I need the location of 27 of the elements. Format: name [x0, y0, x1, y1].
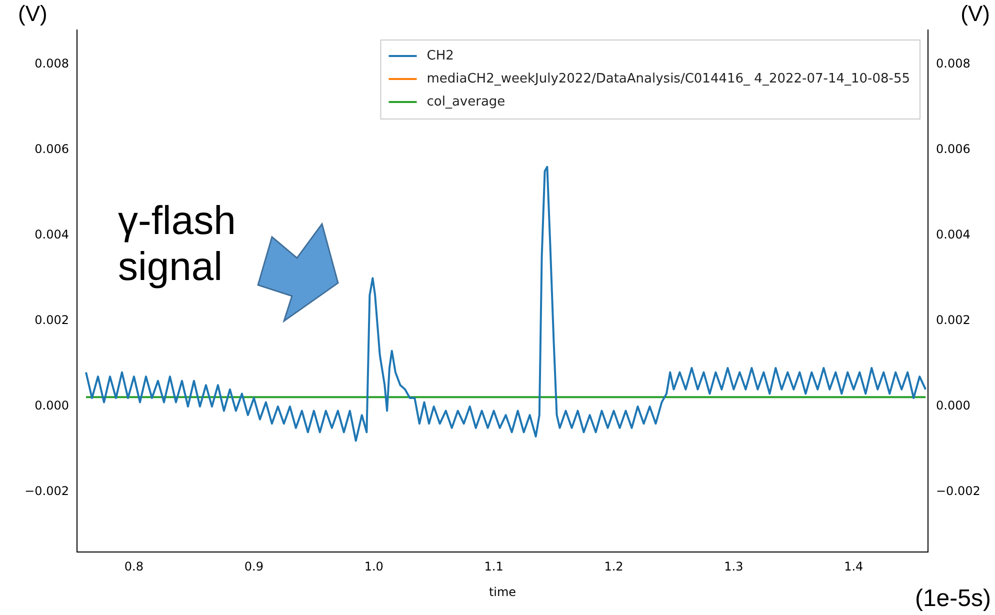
x-axis-title: time [488, 584, 516, 599]
x-tick-label: 1.3 [724, 559, 744, 574]
y-tick-label: 0.006 [34, 142, 69, 156]
y-tick-label: 0.004 [34, 228, 69, 242]
x-tick-label: 0.8 [124, 559, 144, 574]
y2-axis-title: (V) [960, 1, 990, 26]
text: (1e-5s) [914, 585, 991, 613]
y2-tick-label: 0.006 [936, 142, 970, 156]
annotation: γ-flash signal [118, 198, 237, 290]
legend-label: mediaCH2_weekJuly2022/DataAnalysis/C014416_ 4_2022-07-14_10-08-55 [426, 71, 910, 86]
y2-tick-label: 0.000 [936, 398, 970, 413]
y-tick-label: 0.000 [34, 398, 69, 413]
x-tick-label: 1.2 [604, 559, 624, 574]
legend-label: CH2 [426, 48, 454, 64]
y-tick-label: 0.002 [34, 313, 69, 328]
y-axis-title: (V) [18, 1, 48, 26]
y2-tick-label: 0.004 [936, 228, 970, 242]
x-tick-label: 1.0 [364, 559, 384, 574]
y-tick-label: −0.002 [24, 484, 69, 498]
y2-tick-label: −0.002 [936, 484, 980, 498]
y2-tick-label: 0.002 [936, 313, 970, 328]
x-tick-label: 1.4 [844, 559, 864, 574]
legend-label: col_average [426, 94, 506, 110]
x-tick-label: 0.9 [244, 559, 264, 574]
x-tick-label: 1.1 [484, 559, 504, 574]
y-tick-label: 0.008 [34, 56, 69, 70]
y2-tick-label: 0.008 [936, 56, 970, 70]
